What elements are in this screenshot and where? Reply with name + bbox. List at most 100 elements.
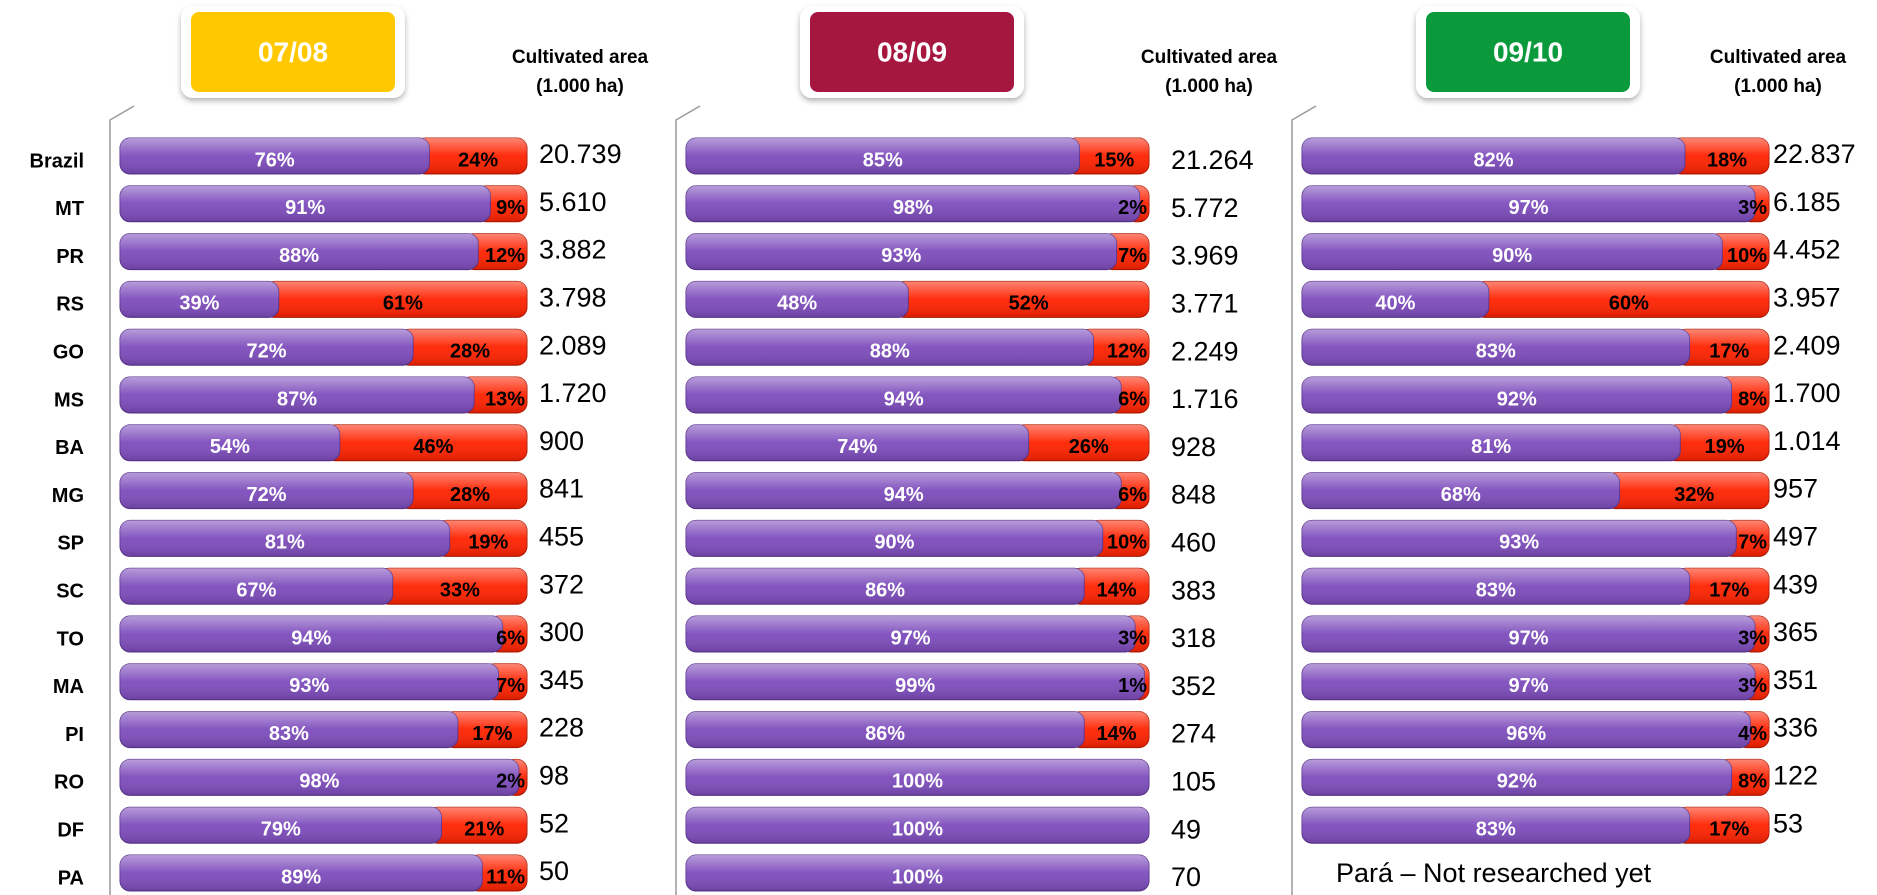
bar-label: 86% (865, 723, 905, 745)
bar-shine (1302, 472, 1620, 509)
bar-shine (1302, 616, 1755, 652)
bar-shine (120, 568, 393, 605)
bar-label: 87% (277, 388, 317, 410)
category-label: RO (54, 772, 84, 794)
bar-label: 46% (413, 436, 453, 458)
bar-label: 12% (485, 245, 525, 267)
panel-frame (675, 105, 701, 895)
area-value: 3.969 (1171, 241, 1239, 271)
panel-frame (109, 105, 135, 895)
area-value: 928 (1171, 432, 1216, 462)
area-value: 345 (539, 665, 584, 695)
bar-label: 7% (1118, 245, 1147, 267)
category-label: GO (53, 341, 84, 363)
bar-label: 8% (1738, 388, 1767, 410)
bar-label: 85% (863, 149, 903, 171)
bar-label: 11% (486, 866, 525, 888)
bar-label: 7% (1738, 532, 1767, 554)
bar-shine (120, 520, 450, 557)
bar-label: 83% (1476, 340, 1516, 362)
bar-label: 83% (1476, 579, 1516, 601)
bar-label: 72% (247, 484, 287, 506)
bar-label: 13% (485, 388, 525, 410)
bar-label: 89% (281, 866, 321, 888)
bar-label: 94% (884, 484, 924, 506)
bar-label: 97% (891, 627, 931, 649)
bar-shine (1302, 568, 1690, 605)
bar-shine (1070, 711, 1149, 748)
bar-label: 83% (1476, 818, 1516, 840)
bar-label: 67% (236, 579, 276, 601)
bar-shine (686, 329, 1094, 366)
bar-label: 12% (1107, 340, 1147, 362)
category-label: TO (57, 628, 84, 650)
bar-shine (1675, 807, 1769, 844)
bar-label: 97% (1508, 627, 1548, 649)
bar-shine (120, 233, 479, 270)
category-label: MA (53, 676, 84, 698)
bar-label: 15% (1094, 149, 1134, 171)
bar-shine (443, 711, 527, 748)
bar-shine (120, 377, 475, 413)
bar-shine (1302, 138, 1685, 174)
category-label: DF (57, 819, 84, 841)
area-value: 122 (1773, 761, 1818, 791)
bar-label: 17% (1709, 818, 1749, 840)
bar-label: 74% (837, 436, 877, 458)
bar-shine (1302, 329, 1690, 366)
bar-shine (378, 568, 527, 605)
bar-shine (427, 807, 527, 844)
area-title: (1.000 ha) (1734, 76, 1822, 97)
bar-label: 91% (285, 197, 325, 219)
bar-label: 32% (1674, 484, 1714, 506)
bar-label: 93% (289, 675, 329, 697)
bar-label: 90% (874, 532, 914, 554)
bar-label: 10% (1727, 245, 1767, 267)
bar-shine (1302, 233, 1723, 270)
bar-shine (1474, 281, 1769, 318)
bar-label: 6% (496, 627, 525, 649)
bar-shine (120, 663, 499, 700)
bar-shine (1675, 568, 1769, 605)
bar-shine (120, 329, 414, 366)
bar-label: 93% (1499, 532, 1539, 554)
bar-label: 61% (383, 293, 423, 315)
panel-frame (1291, 105, 1317, 895)
area-value: 2.089 (539, 330, 607, 360)
bar-label: 17% (472, 723, 512, 745)
bar-label: 94% (884, 388, 924, 410)
bar-shine (686, 759, 1149, 796)
bar-label: 100% (892, 771, 943, 793)
bar-label: 94% (291, 627, 331, 649)
header-title: 09/10 (1493, 36, 1563, 67)
bar-shine (686, 855, 1149, 891)
area-value: 300 (539, 617, 584, 647)
area-title: Cultivated area (512, 47, 649, 68)
area-value: 1.720 (539, 378, 607, 408)
bar-label: 82% (1473, 149, 1513, 171)
bar-label: 76% (255, 149, 295, 171)
area-value: 439 (1773, 569, 1818, 599)
bar-shine (120, 711, 458, 748)
area-value: 351 (1773, 665, 1818, 695)
bar-label: 86% (865, 579, 905, 601)
area-value: 4.452 (1773, 235, 1841, 265)
bar-label: 83% (269, 723, 309, 745)
bar-shine (686, 520, 1103, 557)
area-value: 365 (1773, 617, 1818, 647)
bar-shine (120, 185, 491, 222)
bar-shine (399, 472, 527, 509)
area-value: 3.798 (539, 283, 607, 313)
bar-shine (686, 663, 1145, 700)
bar-label: 99% (895, 675, 935, 697)
bar-shine (1675, 329, 1769, 366)
category-label: BA (55, 437, 84, 459)
area-value: 98 (539, 761, 569, 791)
bar-shine (1079, 329, 1149, 366)
area-value: 50 (539, 856, 569, 886)
area-value: 336 (1773, 713, 1818, 743)
area-value: 841 (539, 474, 584, 504)
area-value: 460 (1171, 528, 1216, 558)
area-value: 22.837 (1773, 139, 1856, 169)
bar-label: 48% (777, 293, 817, 315)
